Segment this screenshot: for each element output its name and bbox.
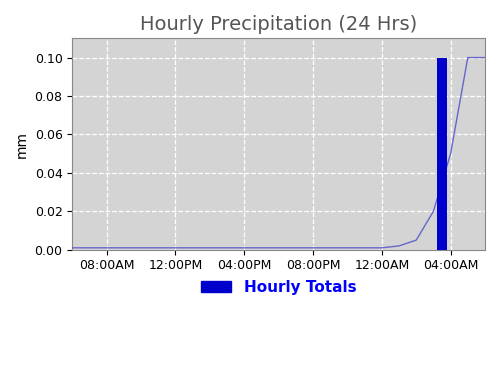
Y-axis label: mm: mm	[15, 131, 29, 158]
Legend: Hourly Totals: Hourly Totals	[195, 274, 362, 301]
Bar	[437, 58, 447, 250]
Title: Hourly Precipitation (24 Hrs): Hourly Precipitation (24 Hrs)	[140, 15, 417, 34]
